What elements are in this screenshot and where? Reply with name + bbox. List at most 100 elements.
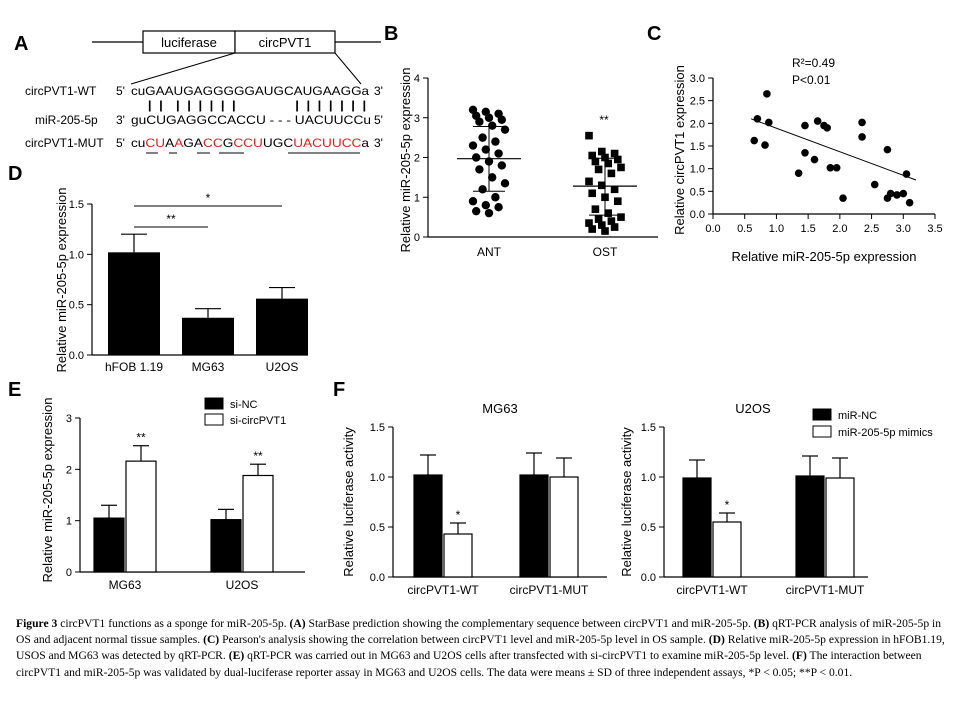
d-y-tick-label: 0.5 bbox=[69, 300, 84, 312]
e-y-tick-label: 2 bbox=[66, 464, 72, 476]
wt-3prime: 3' bbox=[374, 84, 383, 98]
f2-bars: * circPVT1-WT circPVT1-MUT bbox=[676, 455, 865, 597]
b-ylabel: Relative miR-205-5p expression bbox=[398, 68, 413, 253]
b-point-ant bbox=[484, 113, 494, 122]
c-point bbox=[899, 189, 908, 198]
f-legend-mimics: miR-205-5p mimics bbox=[838, 427, 933, 439]
d-bar bbox=[182, 317, 234, 355]
c-point bbox=[750, 136, 759, 145]
b-point-ant bbox=[478, 185, 487, 194]
f1-y-tick-label: 1.0 bbox=[370, 472, 385, 484]
b-point-ost bbox=[585, 177, 593, 186]
mut-base: a bbox=[361, 136, 369, 150]
b-xtick-ost: OST bbox=[593, 245, 618, 259]
c-point bbox=[810, 155, 819, 164]
d-y-ticks: 0.0 0.5 1.0 1.5 bbox=[69, 199, 92, 362]
luciferase-label: luciferase bbox=[161, 35, 217, 50]
panel-letter-c: C bbox=[647, 23, 661, 45]
c-y-tick-label: 2.5 bbox=[690, 96, 705, 108]
b-point-ost bbox=[614, 155, 622, 164]
f1-significance: * bbox=[456, 508, 461, 522]
e-legend: si-NC si-circPVT1 bbox=[204, 397, 286, 427]
c-y-tick-label: 0.5 bbox=[690, 186, 705, 198]
caption-fig-label: Figure 3 bbox=[16, 617, 58, 630]
b-point-ant bbox=[494, 149, 503, 158]
b-point-ant bbox=[472, 153, 481, 162]
b-point-ost bbox=[604, 209, 612, 217]
caption-b-text: qRT-PCR analysis of miR-205-5p in OS and… bbox=[16, 617, 942, 647]
c-points bbox=[750, 90, 914, 207]
mut-base: A bbox=[194, 136, 203, 150]
mut-base: U bbox=[263, 136, 273, 150]
caption-b-label: (B) bbox=[753, 617, 770, 630]
d-ylabel: Relative miR-205-5p expression bbox=[54, 188, 69, 373]
f1-bar bbox=[519, 474, 549, 578]
f2-significance: * bbox=[725, 498, 730, 512]
b-point-ost bbox=[604, 159, 612, 168]
c-fit-line bbox=[750, 118, 917, 181]
panel-letter-a: A bbox=[14, 33, 28, 55]
b-point-ost bbox=[610, 149, 619, 158]
mut-base: C bbox=[213, 136, 223, 150]
wt-sequence: cuGAAUGAGGGGGAUGCAUGAAGGa bbox=[131, 84, 369, 98]
mir-sequence: guCUGAGGCCACCU - - - UACUUCCu bbox=[131, 113, 371, 127]
b-point-ost bbox=[585, 131, 593, 140]
f-legend-swatch-mirnc bbox=[812, 408, 832, 421]
c-point bbox=[765, 118, 773, 127]
e-bar bbox=[125, 460, 157, 573]
wt-5prime: 5' bbox=[116, 84, 125, 98]
c-point bbox=[753, 115, 762, 123]
mut-seq-full: cuCUAAGACCGCCUUGCUACUUCCa bbox=[131, 136, 369, 150]
e-y-tick-label: 3 bbox=[66, 413, 72, 425]
b-point-ant bbox=[494, 202, 503, 212]
b-significance: ** bbox=[599, 113, 609, 127]
f1-bars: * circPVT1-WT circPVT1-MUT bbox=[407, 452, 589, 597]
mut-base: A bbox=[174, 136, 183, 150]
b-y-ticks: 0 1 2 3 4 bbox=[414, 73, 428, 244]
c-x-tick-label: 0.0 bbox=[705, 223, 720, 235]
mut-base: C bbox=[145, 136, 155, 150]
f2-bar bbox=[825, 477, 855, 578]
panel-d-chart: 0.0 0.5 1.0 1.5 Relative miR-205-5p express… bbox=[54, 188, 308, 374]
c-x-tick-label: 1.0 bbox=[769, 223, 784, 235]
mut-base: c bbox=[131, 136, 138, 150]
c-x-tick-label: 3.0 bbox=[896, 223, 911, 235]
c-r2: R²=0.49 bbox=[792, 56, 835, 70]
f2-y-tick-label: 0.5 bbox=[641, 522, 656, 534]
c-point bbox=[794, 169, 803, 177]
mut-base: U bbox=[322, 136, 332, 150]
b-point-ant bbox=[468, 141, 478, 150]
c-y-tick-label: 2.0 bbox=[690, 118, 705, 130]
mir-5prime: 5' bbox=[374, 113, 383, 127]
c-y-tick-label: 1.0 bbox=[690, 164, 705, 176]
b-point-ost bbox=[591, 205, 600, 213]
f1-bar bbox=[413, 474, 443, 578]
f2-y-ticks: 0.0 0.5 1.0 1.5 bbox=[641, 422, 664, 584]
b-point-ost bbox=[601, 227, 609, 235]
mut-base: C bbox=[203, 136, 213, 150]
d-x-tick-label: hFOB 1.19 bbox=[105, 360, 163, 374]
panel-letter-f: F bbox=[333, 379, 345, 401]
c-point bbox=[832, 163, 841, 172]
mut-base: C bbox=[233, 136, 243, 150]
b-point-ost bbox=[585, 219, 593, 227]
b-point-ost bbox=[591, 157, 600, 166]
f2-y-tick-label: 1.5 bbox=[641, 422, 656, 434]
e-legend-swatch-sinc bbox=[204, 397, 224, 410]
panel-c-chart: 0.0 0.5 1.0 1.5 2.0 2.5 3.0 3.5 0.0 0.5 1.0 1.5 2.0 2… bbox=[672, 56, 943, 264]
figure-canvas: A B C D E F luciferase circPVT1 circPVT1… bbox=[8, 23, 943, 597]
c-point bbox=[883, 145, 892, 154]
b-y-tick-label: 2 bbox=[414, 153, 420, 165]
b-y-tick-label: 1 bbox=[414, 192, 420, 204]
d-x-tick-label: U2OS bbox=[266, 360, 299, 374]
b-point-ost bbox=[607, 169, 616, 178]
e-x-tick-label: MG63 bbox=[109, 578, 142, 592]
e-ylabel: Relative miR-205-5p expression bbox=[40, 398, 55, 583]
b-point-ost bbox=[594, 165, 603, 174]
mir-label: miR-205-5p bbox=[35, 113, 98, 127]
b-point-ant bbox=[497, 161, 506, 170]
c-point bbox=[883, 194, 892, 202]
b-point-ant bbox=[500, 125, 510, 134]
b-point-ant bbox=[475, 117, 484, 126]
d-bracket-label: * bbox=[206, 191, 211, 205]
